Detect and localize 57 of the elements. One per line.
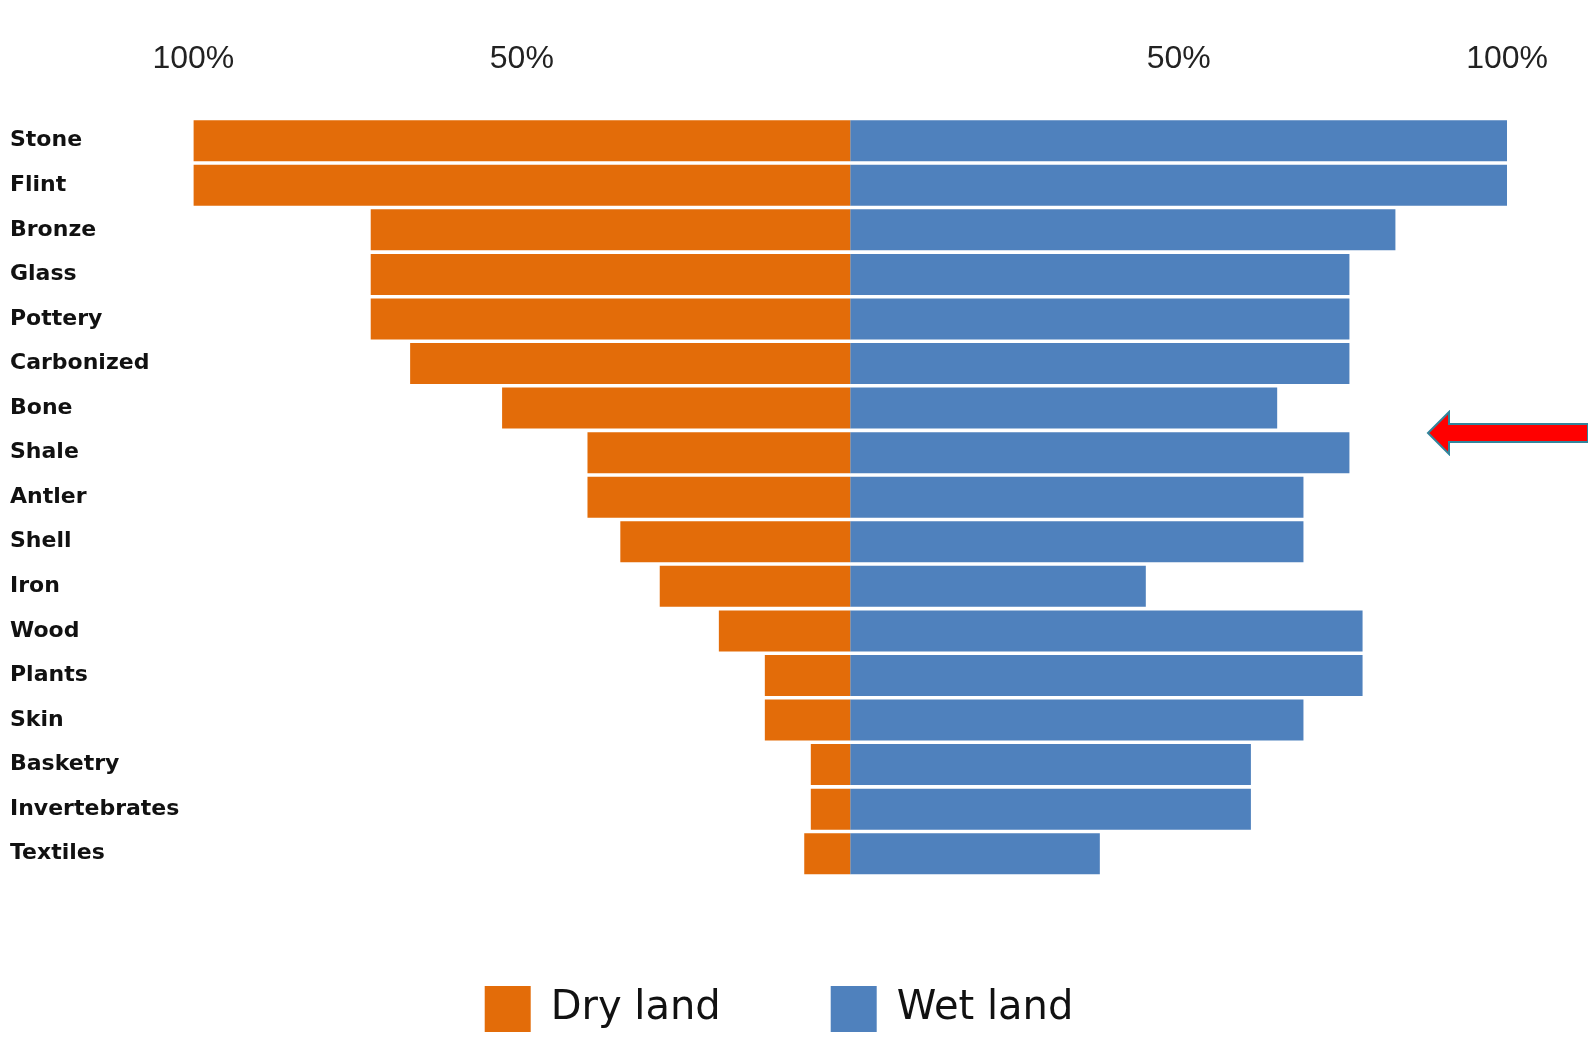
bar xyxy=(850,298,1350,340)
x-tick-label: 100% xyxy=(152,39,235,76)
bar xyxy=(502,387,851,429)
legend-label: Dry land xyxy=(550,982,721,1029)
y-tick-label: Invertebrates xyxy=(10,794,180,820)
y-tick-label: Antler xyxy=(10,482,87,508)
x-tick-label: 50% xyxy=(1146,39,1211,76)
bar xyxy=(193,164,851,206)
bar xyxy=(718,610,851,652)
bar xyxy=(850,387,1278,429)
bar xyxy=(850,476,1304,518)
bar xyxy=(850,343,1350,385)
y-tick-label: Basketry xyxy=(10,750,120,776)
bar xyxy=(370,209,851,251)
bar xyxy=(850,521,1304,563)
bar xyxy=(850,432,1350,474)
bar xyxy=(850,164,1508,206)
bar xyxy=(804,833,851,875)
bar xyxy=(850,654,1363,696)
y-tick-label: Flint xyxy=(10,170,67,196)
y-tick-label: Skin xyxy=(10,705,64,731)
bar xyxy=(850,209,1396,251)
y-tick-label: Bone xyxy=(10,393,73,419)
y-tick-label: Pottery xyxy=(10,304,103,330)
bar xyxy=(764,654,851,696)
legend-label: Wet land xyxy=(896,982,1074,1029)
bar xyxy=(587,432,851,474)
bar xyxy=(850,744,1251,786)
bar xyxy=(410,343,851,385)
bar xyxy=(620,521,851,563)
bar xyxy=(850,565,1146,607)
y-tick-label: Wood xyxy=(10,616,80,642)
bar xyxy=(850,610,1363,652)
y-tick-label: Stone xyxy=(10,126,83,152)
bar xyxy=(810,744,851,786)
bar xyxy=(587,476,851,518)
bar xyxy=(810,788,851,830)
bar xyxy=(370,298,851,340)
bar xyxy=(850,788,1251,830)
bar xyxy=(850,699,1304,741)
bar xyxy=(659,565,851,607)
bar xyxy=(370,253,851,295)
y-tick-label: Glass xyxy=(10,260,77,286)
y-tick-label: Iron xyxy=(10,572,60,598)
x-tick-label: 50% xyxy=(489,39,554,76)
y-tick-label: Bronze xyxy=(10,215,97,241)
y-tick-label: Shell xyxy=(10,527,72,553)
y-tick-label: Plants xyxy=(10,661,88,687)
x-tick-label: 100% xyxy=(1466,39,1548,76)
bar xyxy=(193,120,851,162)
y-tick-label: Shale xyxy=(10,438,79,464)
bar xyxy=(850,833,1100,875)
y-tick-label: Carbonized xyxy=(10,349,150,375)
bar xyxy=(850,253,1350,295)
y-tick-label: Textiles xyxy=(10,839,105,865)
bar xyxy=(850,120,1508,162)
bar xyxy=(764,699,851,741)
